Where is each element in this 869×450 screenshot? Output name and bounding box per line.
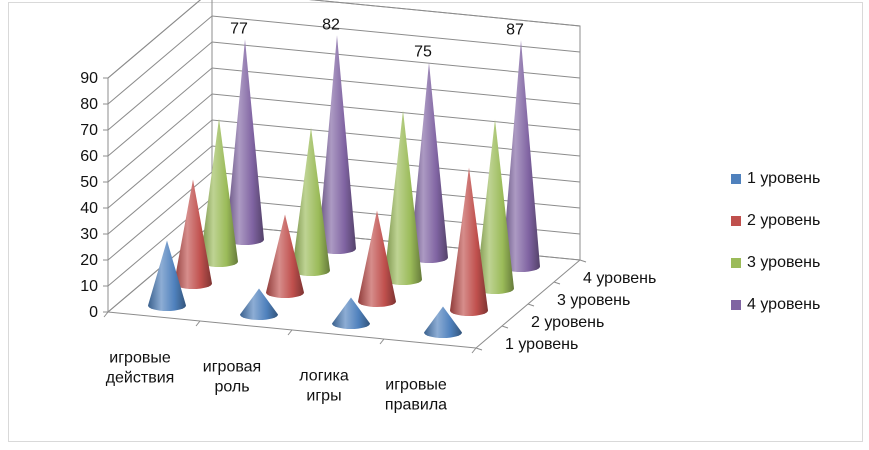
cone-1-2 — [240, 288, 278, 320]
legend-label: 1 уровень — [747, 170, 821, 187]
cone-mark — [226, 39, 264, 245]
category-label: логика игры — [299, 368, 349, 405]
legend-swatch — [731, 174, 741, 184]
cone-3-2 — [292, 127, 330, 276]
legend-item-2: 2 уровень — [731, 200, 861, 242]
x-tick — [471, 347, 477, 354]
y-tick-label: 20 — [80, 252, 98, 269]
y-tick-label: 0 — [89, 304, 98, 321]
category-label: игровая роль — [203, 359, 261, 396]
cone-1-1 — [148, 240, 186, 311]
y-tick-label: 80 — [80, 96, 98, 113]
legend-label: 2 уровень — [747, 212, 821, 229]
cone-mark — [318, 35, 356, 255]
legend-label: 4 уровень — [747, 296, 821, 313]
data-labels: 77 82 75 87 — [230, 16, 524, 60]
legend-item-3: 3 уровень — [731, 242, 861, 284]
cone-mark — [266, 214, 304, 298]
depth-label: 2 уровень — [531, 314, 604, 331]
cone-2-1 — [174, 179, 212, 289]
depth-tick — [501, 325, 509, 329]
data-label: 75 — [414, 44, 432, 61]
legend-swatch — [731, 258, 741, 268]
depth-axis-labels: 1 уровень 2 уровень 3 уровень 4 уровень — [505, 270, 656, 353]
depth-tick — [475, 347, 483, 351]
cone-2-3 — [358, 210, 396, 307]
cone-mark — [424, 306, 462, 338]
cone-mark — [450, 167, 488, 316]
cone-mark — [384, 110, 422, 285]
y-tick-label: 70 — [80, 122, 98, 139]
category-label: игровые действия — [106, 350, 175, 387]
cone-mark — [200, 118, 238, 267]
cone-4-2 — [318, 35, 356, 255]
cone-mark — [410, 62, 448, 263]
x-axis-category-labels: игровые действия игровая роль логика игры игро… — [106, 350, 447, 414]
y-tick-label: 10 — [80, 278, 98, 295]
legend-item-4: 4 уровень — [731, 284, 861, 326]
gridline — [107, 0, 581, 79]
cone-1-3 — [332, 297, 370, 329]
cone-mark — [174, 179, 212, 289]
cone-mark — [502, 40, 540, 272]
legend-swatch — [731, 300, 741, 310]
depth-label: 4 уровень — [583, 270, 656, 287]
cone-4-3 — [410, 62, 448, 263]
cone-4-4 — [502, 40, 540, 272]
cone-mark — [240, 288, 278, 320]
x-tick — [379, 338, 385, 345]
depth-tick — [527, 303, 535, 307]
cone-mark — [148, 240, 186, 311]
gridline — [107, 119, 581, 209]
cone-mark — [476, 119, 514, 294]
gridline — [107, 67, 581, 157]
y-tick-label: 30 — [80, 226, 98, 243]
depth-tick — [579, 259, 587, 263]
gridline — [107, 41, 581, 131]
y-tick-label: 90 — [80, 70, 98, 87]
legend: 1 уровень 2 уровень 3 уровень 4 уровень — [731, 158, 861, 326]
y-axis-tick-labels: 0 10 20 30 40 50 60 70 80 90 — [80, 70, 98, 321]
gridline — [107, 93, 581, 183]
data-label: 77 — [230, 20, 248, 37]
depth-label: 3 уровень — [557, 292, 630, 309]
category-label: игровые правила — [385, 377, 447, 414]
data-label: 87 — [506, 21, 524, 38]
legend-swatch — [731, 216, 741, 226]
cone-mark — [292, 127, 330, 276]
gridline — [107, 145, 581, 235]
y-tick-label: 40 — [80, 200, 98, 217]
depth-label: 1 уровень — [505, 336, 578, 353]
depth-tick — [553, 281, 561, 285]
x-tick — [103, 311, 109, 318]
cone-3-3 — [384, 110, 422, 285]
cone-2-2 — [266, 214, 304, 298]
data-label: 82 — [322, 16, 340, 33]
cone-series — [148, 35, 540, 338]
cone-mark — [358, 210, 396, 307]
cone-mark — [332, 297, 370, 329]
gridline — [107, 15, 581, 105]
cone-2-4 — [450, 167, 488, 316]
cone-4-1 — [226, 39, 264, 245]
cone-1-4 — [424, 306, 462, 338]
legend-label: 3 уровень — [747, 254, 821, 271]
x-tick — [195, 320, 201, 327]
legend-item-1: 1 уровень — [731, 158, 861, 200]
y-tick-label: 60 — [80, 148, 98, 165]
chart-border — [8, 2, 863, 442]
y-tick-label: 50 — [80, 174, 98, 191]
cone-3-4 — [476, 119, 514, 294]
x-tick — [287, 329, 293, 336]
cone-3-1 — [200, 118, 238, 267]
